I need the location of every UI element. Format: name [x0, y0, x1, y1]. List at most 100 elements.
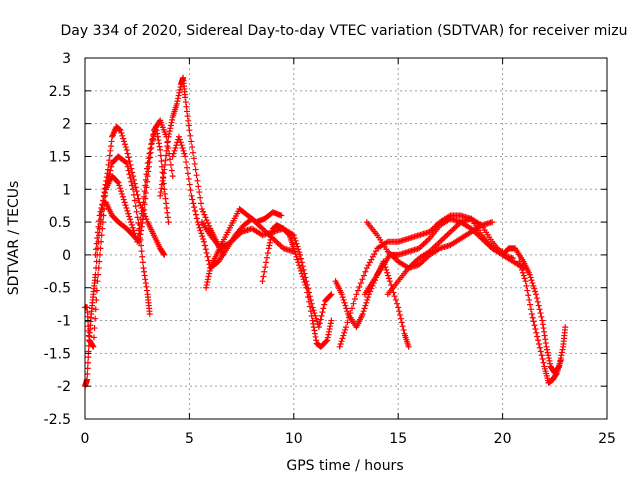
data-point [448, 227, 455, 234]
data-point [129, 182, 136, 189]
data-point [451, 224, 458, 231]
y-tick-label: -2 [57, 379, 71, 395]
data-point [535, 337, 542, 344]
data-point [85, 354, 92, 361]
data-point [181, 150, 188, 157]
data-point [138, 242, 145, 249]
data-point [183, 159, 190, 166]
data-point [290, 232, 297, 239]
data-point [365, 294, 372, 301]
data-point [259, 278, 266, 285]
data-point [177, 139, 184, 146]
data-point [475, 232, 482, 239]
data-point [139, 253, 146, 260]
data-point [171, 147, 178, 154]
data-point [141, 206, 148, 213]
data-point [119, 132, 126, 139]
data-point [98, 205, 105, 212]
data-point [396, 308, 403, 315]
data-point [165, 219, 172, 226]
data-point [118, 190, 125, 197]
data-point [121, 199, 128, 206]
data-point [344, 319, 351, 326]
y-tick-label: 1.5 [49, 149, 71, 165]
data-point [365, 262, 372, 269]
y-tick-label: -2.5 [44, 412, 71, 428]
data-point [130, 186, 137, 193]
data-point [441, 234, 448, 241]
y-tick-label: -0.5 [44, 281, 71, 297]
data-point [125, 154, 132, 161]
data-point [291, 235, 298, 242]
data-point [205, 257, 212, 264]
data-point [194, 177, 201, 184]
series-arc-10 [332, 258, 412, 350]
data-point [518, 266, 525, 273]
data-point [95, 223, 102, 230]
data-point [407, 263, 414, 270]
data-point [316, 320, 323, 327]
data-point [527, 306, 534, 313]
data-point [101, 205, 108, 212]
data-point [92, 251, 99, 258]
data-point [321, 301, 328, 308]
data-point [184, 164, 191, 171]
data-point [133, 188, 140, 195]
data-point [317, 316, 324, 323]
data-point [425, 236, 432, 243]
data-point [157, 146, 164, 153]
data-point [366, 259, 373, 266]
data-point [187, 132, 194, 139]
data-point [516, 258, 523, 265]
data-point [179, 145, 186, 152]
x-tick-label: 20 [494, 431, 512, 447]
data-point [290, 245, 297, 252]
data-point [127, 216, 134, 223]
data-point [371, 250, 378, 257]
data-point [306, 289, 313, 296]
data-point [130, 191, 137, 198]
data-point [343, 305, 350, 312]
series-arc-6 [169, 133, 297, 272]
data-point [363, 299, 370, 306]
series-arc-11 [336, 212, 506, 350]
data-point [141, 201, 148, 208]
data-point [354, 287, 361, 294]
data-point [311, 310, 318, 317]
data-point [117, 127, 124, 134]
data-point [522, 278, 529, 285]
axis-ticks [84, 57, 608, 420]
data-point [175, 133, 182, 140]
data-point [304, 281, 311, 288]
data-point [447, 228, 454, 235]
data-point [526, 271, 533, 278]
data-point [101, 190, 108, 197]
data-point [362, 302, 369, 309]
data-point [372, 248, 379, 255]
data-point [121, 141, 128, 148]
data-point [531, 285, 538, 292]
data-point [520, 272, 527, 279]
data-point [293, 253, 300, 260]
data-point [294, 256, 301, 263]
series-arc-4 [102, 123, 172, 245]
data-point [537, 310, 544, 317]
data-point [201, 238, 208, 245]
series-arc-15 [499, 245, 569, 377]
series-arc-16 [516, 258, 565, 386]
data-point [539, 355, 546, 362]
data-point [353, 291, 360, 298]
data-point [341, 299, 348, 306]
data-point [531, 322, 538, 329]
data-point [93, 287, 100, 294]
data-point [199, 233, 206, 240]
y-tick-label: -1 [57, 314, 71, 330]
data-point [200, 235, 207, 242]
data-point [534, 333, 541, 340]
data-point [93, 296, 100, 303]
data-point [84, 359, 91, 366]
data-point [94, 278, 101, 285]
data-point [533, 291, 540, 298]
data-point [204, 253, 211, 260]
